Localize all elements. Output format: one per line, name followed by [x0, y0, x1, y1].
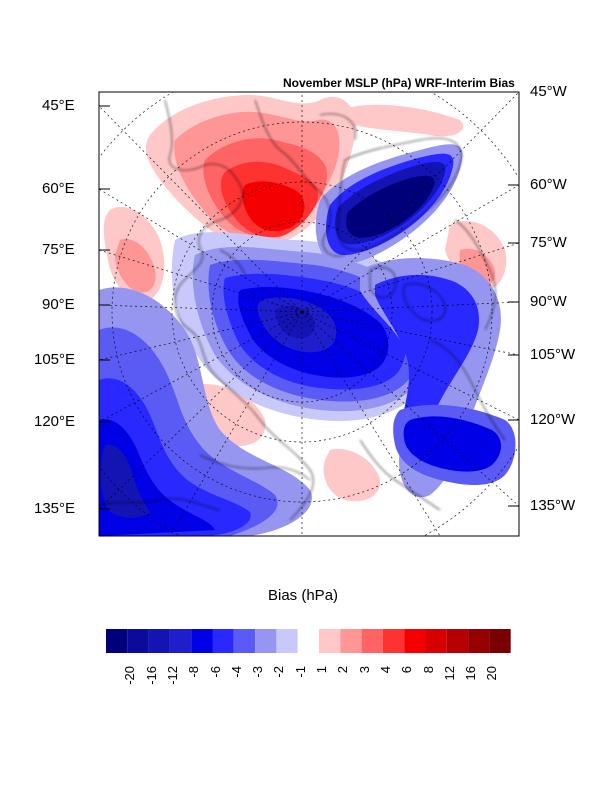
label-right-135w: 135°W: [530, 497, 576, 514]
colorbar-box: [127, 629, 149, 653]
colorbar-box: [233, 629, 256, 653]
colorbar-tick-label: 16: [463, 666, 479, 681]
colorbar-box: [297, 629, 319, 653]
colorbar-tick-label: 2: [335, 666, 351, 674]
colorbar-box: [446, 629, 469, 653]
graticule: [99, 92, 519, 536]
colorbar-tick-label: 6: [399, 666, 415, 674]
colorbar-tick-label: 1: [314, 666, 329, 674]
coastlines: [99, 99, 506, 521]
colorbar-tick-label: -12: [164, 666, 180, 685]
label-right-90w: 90°W: [530, 293, 567, 310]
colorbar-box: [255, 629, 277, 653]
colorbar-box: [191, 629, 213, 653]
colorbar-tick-label: -6: [207, 666, 223, 678]
colorbar-tick-label: -2: [271, 666, 287, 678]
label-left-120e: 120°E: [34, 413, 76, 430]
colorbar-title: Bias (hPa): [268, 587, 339, 604]
label-left-60e: 60°E: [42, 180, 75, 197]
colorbar-box: [319, 629, 341, 653]
label-right-45w: 45°W: [530, 83, 567, 100]
colorbar-tick-label: -4: [228, 666, 244, 678]
label-left-90e: 90°E: [42, 296, 75, 313]
label-left-135e: 135°E: [34, 500, 76, 517]
label-left-75e: 75°E: [42, 241, 75, 258]
colorbar-box: [148, 629, 170, 653]
colorbar-tick-label: 20: [484, 666, 500, 681]
colorbar-tick-label: -1: [292, 666, 308, 678]
colorbar-box: [340, 629, 362, 653]
colorbar-tick-label: 3: [356, 666, 372, 674]
colorbar-tick-label: 8: [420, 666, 436, 674]
tick-marks: [99, 91, 519, 510]
colorbar-box: [468, 629, 490, 653]
colorbar-box: [425, 629, 447, 653]
colorbar-box: [489, 629, 511, 653]
label-right-60w: 60°W: [530, 176, 567, 193]
colorbar-box: [212, 629, 234, 653]
colorbar-box: [276, 629, 298, 653]
map-frame: [98, 91, 520, 537]
colorbar-tick-label: -3: [250, 666, 266, 678]
label-right-120w: 120°W: [530, 411, 576, 428]
label-right-75w: 75°W: [530, 234, 567, 251]
colorbar-tick-label: 4: [377, 666, 393, 674]
colorbar-box: [404, 629, 426, 653]
colorbar-box: [169, 629, 192, 653]
bias-field: [99, 92, 519, 536]
colorbar-tick-label: -16: [143, 666, 159, 685]
label-right-105w: 105°W: [530, 346, 576, 363]
plot-title: November MSLP (hPa) WRF-Interim Bias: [283, 76, 515, 90]
colorbar-tick-label: 12: [441, 666, 457, 681]
label-left-105e: 105°E: [34, 351, 76, 368]
colorbar-box: [361, 629, 383, 653]
label-left-45e: 45°E: [42, 97, 75, 114]
colorbar-box: [106, 629, 128, 653]
colorbar-tick-label: -8: [186, 666, 202, 678]
colorbar-box: [382, 629, 405, 653]
colorbar-tick-label: -20: [122, 666, 138, 685]
colorbar: [106, 629, 511, 653]
